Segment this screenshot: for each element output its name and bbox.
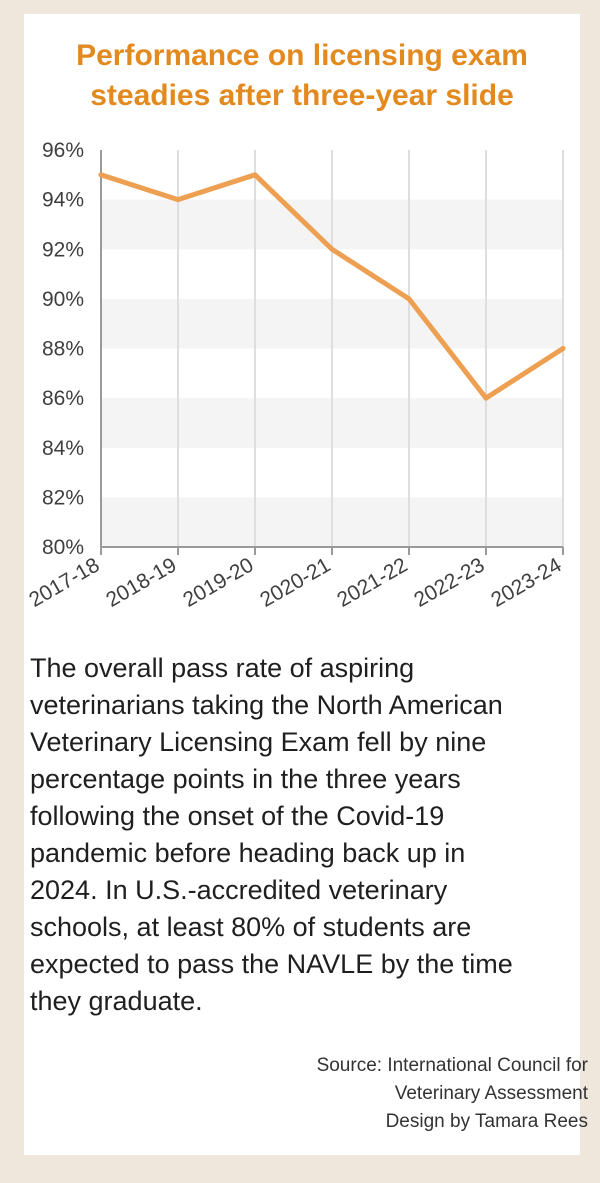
data-point [560, 346, 566, 351]
data-point [406, 296, 412, 302]
source-line-2: Veterinary Assessment [394, 1083, 588, 1104]
y-tick-label: 82% [42, 486, 84, 509]
description-text: The overall pass rate of aspiring veteri… [30, 653, 513, 1016]
y-tick-label: 80% [42, 536, 84, 559]
y-tick-label: 88% [42, 338, 84, 361]
x-tick-label: 2017-18 [25, 553, 103, 611]
x-tick-label: 2022-23 [410, 553, 488, 611]
y-tick-label: 84% [42, 437, 84, 460]
line-chart: 80% 82% 84% 86% 88% 90% 92% 94% 96% 2017-182018-… [25, 139, 566, 612]
y-tick-label: 96% [42, 139, 84, 162]
x-axis-tick-labels: 2017-182018-192019-202020-212021-222022-… [25, 553, 566, 612]
data-point [329, 246, 335, 252]
y-tick-label: 92% [42, 238, 84, 261]
x-tick-label: 2021-22 [333, 553, 411, 611]
series-line-group [98, 172, 566, 401]
x-tick-label: 2023-24 [487, 553, 566, 612]
design-credit: Design by Tamara Rees [385, 1111, 588, 1132]
data-point [483, 395, 489, 401]
y-axis-tick-labels: 80% 82% 84% 86% 88% 90% 92% 94% 96% [42, 139, 84, 559]
x-tick-label: 2019-20 [179, 553, 257, 611]
y-tick-label: 90% [42, 288, 84, 311]
x-axis [100, 150, 564, 555]
x-tick-label: 2020-21 [256, 553, 334, 611]
y-tick-label: 86% [42, 387, 84, 410]
source-line-1: Source: International Council for [316, 1055, 588, 1076]
data-point [98, 172, 104, 178]
credits: Source: International Council for Veteri… [317, 1052, 588, 1136]
chart-title: Performance on licensing exam steadies a… [76, 39, 528, 112]
y-tick-label: 94% [42, 189, 84, 212]
x-tick-label: 2018-19 [102, 553, 180, 611]
data-point [252, 172, 258, 178]
data-point [175, 197, 181, 203]
